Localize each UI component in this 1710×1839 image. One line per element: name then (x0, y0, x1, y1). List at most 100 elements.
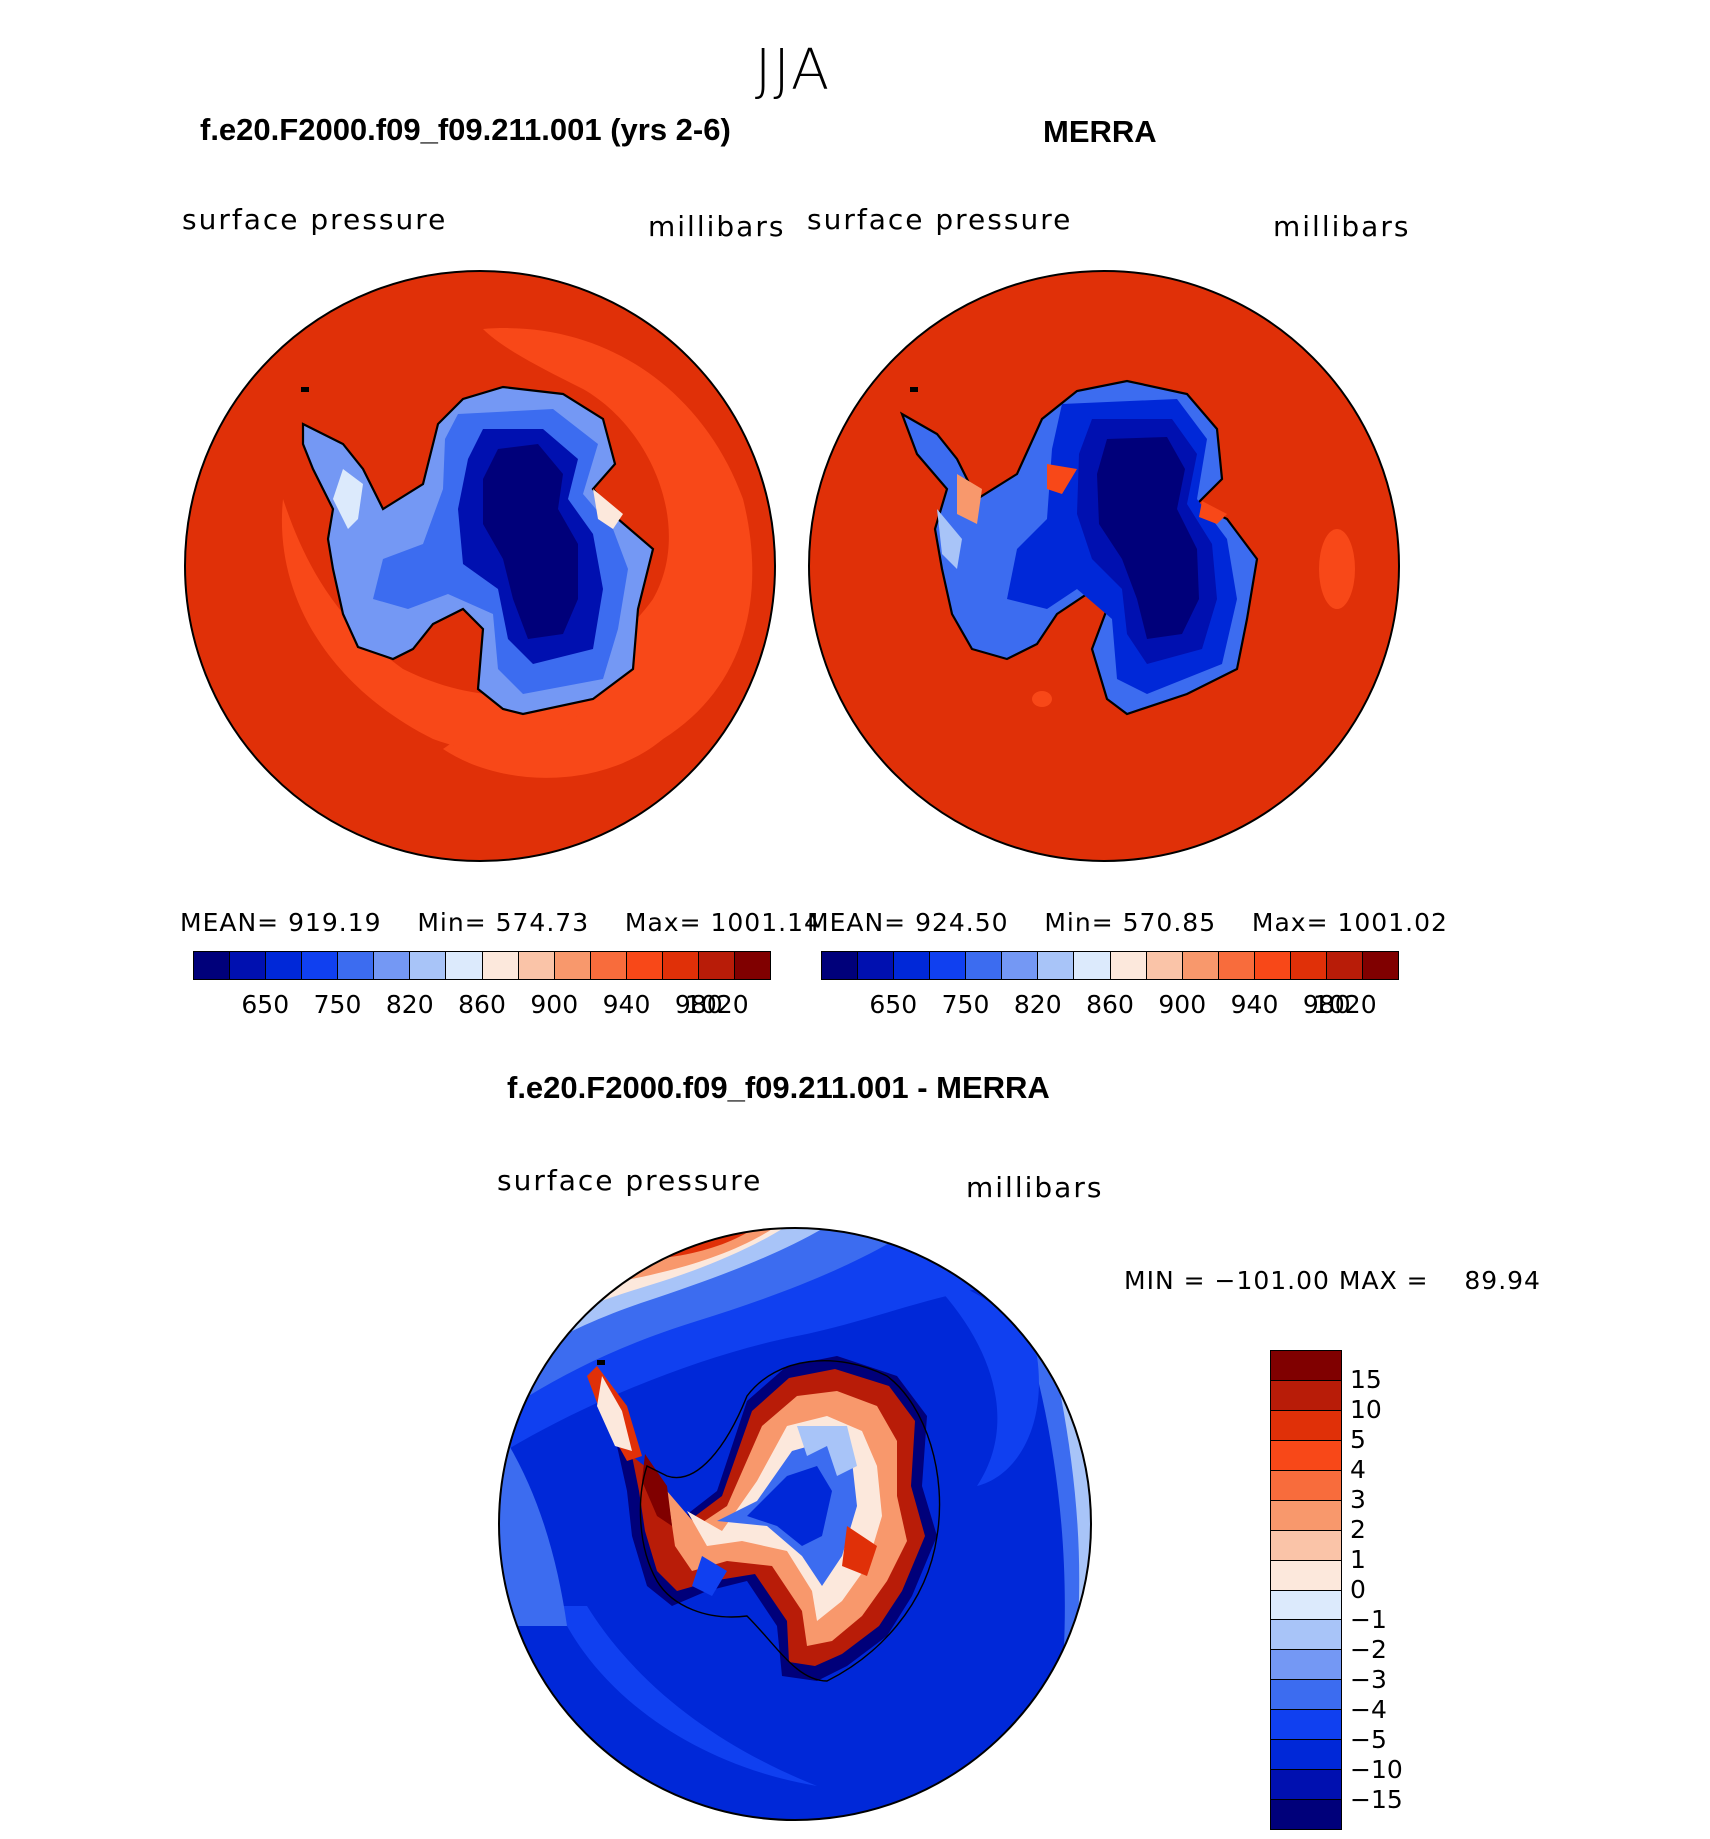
panel3-colorbar-swatch (1271, 1351, 1341, 1381)
panel3-colorbar-swatch (1271, 1410, 1341, 1441)
panel1-min-label: Min= (417, 908, 487, 937)
panel2-colorbar-swatch (1002, 952, 1039, 979)
panel1-colorbar-swatch (410, 952, 447, 979)
panel2-colorbar-tick-label: 650 (869, 990, 918, 1019)
panel1-colorbar-swatch (734, 952, 770, 979)
panel3-colorbar-swatch (1271, 1530, 1341, 1561)
panel2-colorbar-swatch (858, 952, 895, 979)
panel3-polar-map (498, 1227, 1092, 1821)
panel1-variable-label: surface pressure (182, 203, 448, 236)
panel2-colorbar-swatch (1074, 952, 1111, 979)
panel2-colorbar-tick-label: 860 (1086, 990, 1134, 1019)
panel3-colorbar-swatch (1271, 1620, 1341, 1651)
panel3-colorbar-swatch (1271, 1770, 1341, 1801)
panel1-colorbar-swatch (698, 952, 735, 979)
panel2-colorbar-tick-label: 940 (1230, 990, 1279, 1019)
panel2-colorbar-tick-label: 820 (1013, 990, 1062, 1019)
panel3-colorbar-tick-label: 3 (1350, 1485, 1366, 1514)
panel1-colorbar-tick-label: 940 (602, 990, 651, 1019)
panel2-colorbar-swatch (1110, 952, 1147, 979)
panel3-units-label: millibars (966, 1171, 1104, 1204)
panel3-colorbar-tick-label: 2 (1350, 1515, 1366, 1544)
panel1-colorbar-swatch (446, 952, 483, 979)
panel1-mean-value: 919.19 (288, 908, 382, 937)
panel1-colorbar-tick-label: 820 (385, 990, 434, 1019)
panel2-min-value: 570.85 (1122, 908, 1217, 937)
panel3-colorbar-tick-label: 5 (1350, 1425, 1366, 1454)
panel2-colorbar-swatch (966, 952, 1003, 979)
panel1-colorbar-swatch (662, 952, 699, 979)
panel3-max-label: MAX = (1338, 1266, 1429, 1295)
panel3-colorbar-tick-label: 1 (1350, 1545, 1366, 1574)
panel2-mean-value: 924.50 (915, 908, 1009, 937)
panel1-colorbar-tick-label: 860 (458, 990, 506, 1019)
panel3-colorbar (1270, 1350, 1342, 1830)
panel3-colorbar-tick-label: −5 (1350, 1725, 1387, 1754)
panel3-colorbar-tick-label: −4 (1350, 1695, 1387, 1724)
panel1-colorbar (193, 951, 771, 980)
panel1-colorbar-tick-label: 750 (313, 990, 362, 1019)
panel3-colorbar-tick-label: −2 (1350, 1635, 1387, 1664)
panel1-colorbar-swatch (518, 952, 555, 979)
panel2-polar-map (808, 270, 1400, 862)
panel2-colorbar-swatch (822, 952, 859, 979)
figure-season-title: JJA (754, 38, 832, 103)
panel3-colorbar-tick-label: −1 (1350, 1605, 1387, 1634)
panel2-colorbar-swatch (1038, 952, 1075, 979)
panel1-colorbar-swatch (230, 952, 267, 979)
panel2-colorbar-swatch (1254, 952, 1291, 979)
panel3-colorbar-swatch (1271, 1380, 1341, 1411)
panel2-min-label: Min= (1044, 908, 1114, 937)
panel2-colorbar-swatch (1218, 952, 1255, 979)
panel3-variable-label: surface pressure (497, 1164, 763, 1197)
panel3-colorbar-tick-label: 15 (1350, 1365, 1382, 1394)
panel3-title: f.e20.F2000.f09_f09.211.001 - MERRA (507, 1070, 1050, 1105)
panel3-colorbar-swatch (1271, 1590, 1341, 1621)
panel3-max-value: 89.94 (1464, 1266, 1541, 1295)
panel2-mean-label: MEAN= (807, 908, 907, 937)
panel3-colorbar-swatch (1271, 1470, 1341, 1501)
panel1-colorbar-tick-label: 980 (674, 990, 723, 1019)
panel2-title: MERRA (1043, 114, 1157, 149)
panel3-colorbar-swatch (1271, 1650, 1341, 1681)
panel1-colorbar-swatch (374, 952, 411, 979)
panel2-colorbar-swatch (894, 952, 931, 979)
panel3-colorbar-swatch (1271, 1740, 1341, 1771)
panel2-colorbar-swatch (1362, 952, 1398, 979)
panel2-variable-label: surface pressure (807, 203, 1073, 236)
panel1-polar-map (184, 270, 776, 862)
panel1-colorbar-swatch (590, 952, 627, 979)
panel1-colorbar-swatch (194, 952, 231, 979)
panel1-colorbar-swatch (482, 952, 519, 979)
panel2-colorbar-tick-label: 980 (1302, 990, 1351, 1019)
panel2-colorbar-tick-label: 1020 (1313, 990, 1377, 1019)
panel3-colorbar-swatch (1271, 1800, 1341, 1829)
panel3-colorbar-swatch (1271, 1500, 1341, 1531)
panel3-colorbar-swatch (1271, 1440, 1341, 1471)
panel3-colorbar-swatch (1271, 1560, 1341, 1591)
panel1-colorbar-tick-label: 650 (241, 990, 290, 1019)
panel3-colorbar-tick-label: −15 (1350, 1785, 1403, 1814)
panel2-stats: MEAN= 924.50 Min= 570.85 Max= 1001.02 (807, 908, 1448, 937)
panel1-max-label: Max= (624, 908, 702, 937)
panel2-colorbar-swatch (930, 952, 967, 979)
panel2-colorbar-swatch (1146, 952, 1183, 979)
panel2-colorbar (821, 951, 1399, 980)
panel1-colorbar-tick-label: 900 (530, 990, 579, 1019)
panel2-colorbar-swatch (1326, 952, 1363, 979)
panel1-colorbar-swatch (338, 952, 375, 979)
panel1-units-label: millibars (648, 210, 786, 243)
panel3-colorbar-swatch (1271, 1680, 1341, 1711)
panel1-min-value: 574.73 (495, 908, 590, 937)
panel3-min-label: MIN = (1124, 1266, 1206, 1295)
panel3-stats: MIN = −101.00 MAX = 89.94 (1124, 1266, 1541, 1295)
panel2-colorbar-swatch (1182, 952, 1219, 979)
panel1-mean-label: MEAN= (180, 908, 280, 937)
panel2-max-value: 1001.02 (1337, 908, 1448, 937)
panel2-max-label: Max= (1251, 908, 1329, 937)
panel1-colorbar-swatch (626, 952, 663, 979)
panel1-max-value: 1001.14 (710, 908, 821, 937)
panel1-stats: MEAN= 919.19 Min= 574.73 Max= 1001.14 (180, 908, 821, 937)
panel1-colorbar-tick-label: 1020 (685, 990, 749, 1019)
panel1-title: f.e20.F2000.f09_f09.211.001 (yrs 2-6) (200, 112, 731, 147)
